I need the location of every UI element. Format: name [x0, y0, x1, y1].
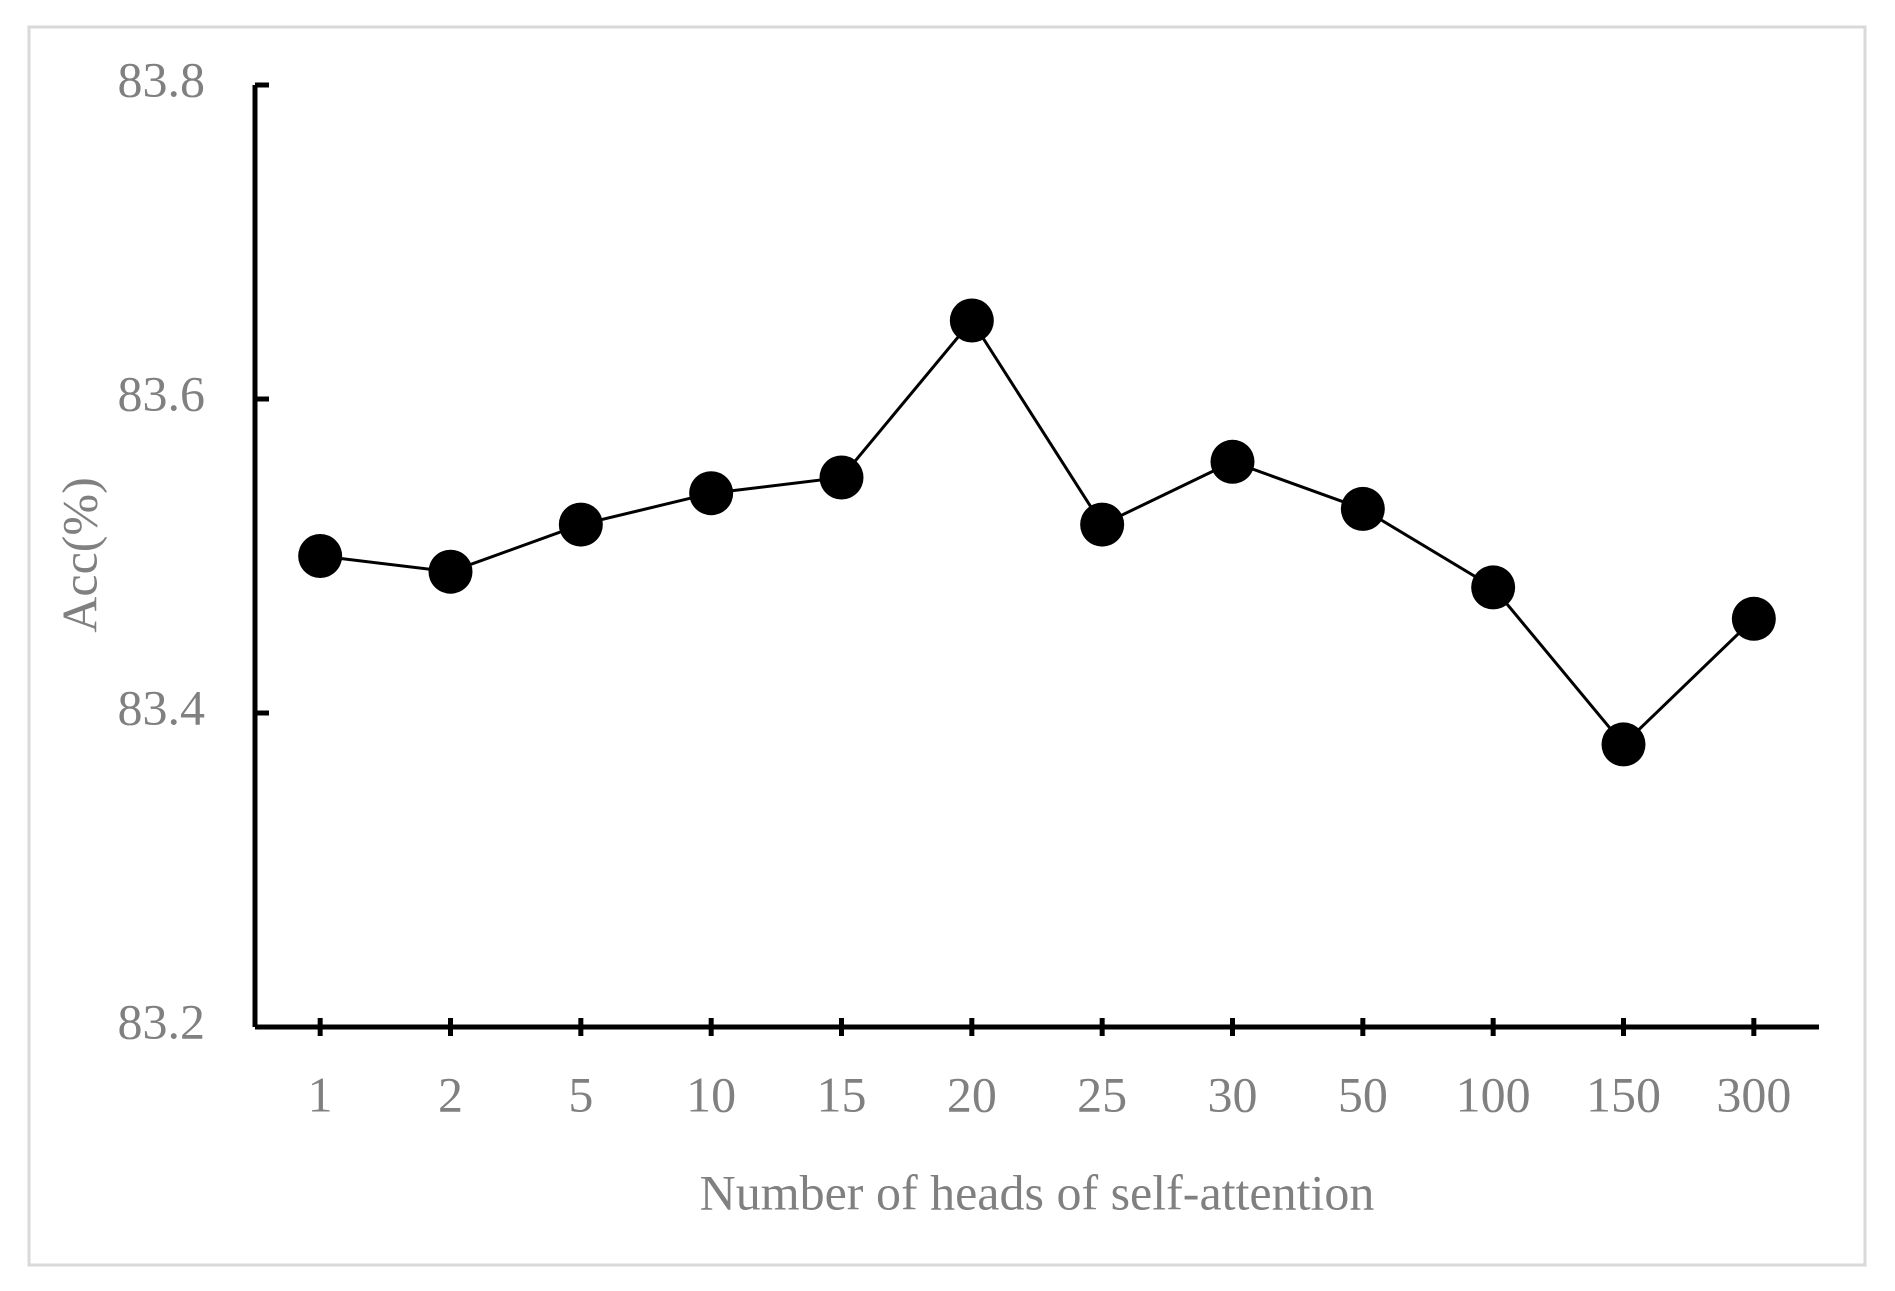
y-tick-label: 83.4 [118, 679, 206, 735]
marker [558, 502, 603, 547]
x-tick-label: 50 [1338, 1066, 1388, 1122]
marker [428, 549, 473, 594]
y-axis-title: Acc(%) [51, 477, 107, 632]
marker [1731, 596, 1776, 641]
marker [1210, 439, 1255, 484]
y-tick-label: 83.6 [118, 365, 206, 421]
x-axis-title: Number of heads of self-attention [700, 1164, 1375, 1220]
chart-border [27, 25, 1867, 1267]
y-tick-label: 83.2 [118, 993, 206, 1049]
x-tick-label: 2 [438, 1066, 463, 1122]
marker [1080, 502, 1125, 547]
x-tick-label: 25 [1077, 1066, 1127, 1122]
marker [819, 455, 864, 500]
marker [949, 298, 994, 343]
x-tick-label: 30 [1208, 1066, 1258, 1122]
marker [1340, 486, 1385, 531]
x-tick-label: 15 [817, 1066, 867, 1122]
marker [1601, 722, 1646, 767]
marker [298, 534, 343, 578]
x-tick-label: 20 [947, 1066, 997, 1122]
x-tick-label: 10 [686, 1066, 736, 1122]
x-tick-label: 1 [308, 1066, 333, 1122]
line [319, 317, 1755, 747]
x-tick-label: 5 [568, 1066, 593, 1122]
x-tick-label: 300 [1716, 1066, 1791, 1122]
marker [689, 471, 734, 516]
y-tick-label: 83.8 [118, 51, 206, 107]
x-tick-label: 100 [1456, 1066, 1531, 1122]
x-tick-label: 150 [1586, 1066, 1661, 1122]
marker [1471, 565, 1516, 610]
